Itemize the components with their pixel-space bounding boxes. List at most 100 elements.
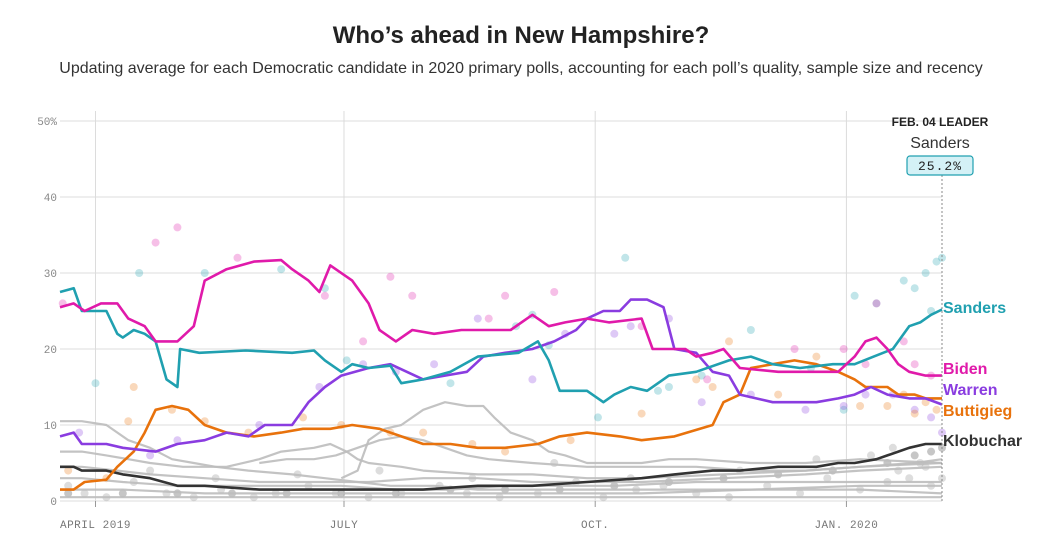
poll-dot: [430, 360, 439, 369]
biden-line: [59, 258, 942, 377]
other-candidate-line: [60, 442, 943, 480]
poll-dot: [566, 436, 575, 445]
poll-dot: [501, 447, 510, 456]
end-labels: Sanders Biden Warren Buttigieg Klobuchar: [943, 300, 1022, 450]
poll-dot: [823, 474, 832, 483]
buttigieg-end-label: Buttigieg: [943, 403, 1012, 420]
poll-dot: [473, 314, 482, 323]
poll-dot: [697, 398, 706, 407]
poll-dot: [899, 337, 908, 346]
poll-dot: [872, 299, 881, 308]
poll-dot: [419, 428, 428, 437]
leader-value: 25.2%: [918, 159, 962, 174]
poll-dot: [550, 288, 559, 296]
poll-dot: [910, 284, 919, 293]
poll-dot: [910, 360, 919, 369]
candidate-lines: [59, 258, 943, 491]
poll-dot: [861, 390, 870, 399]
poll-dot: [386, 272, 395, 281]
biden-end-label: Biden: [943, 361, 987, 378]
poll-dot: [664, 383, 673, 391]
x-tick-label: APRIL 2019: [60, 520, 131, 532]
poll-dot: [927, 447, 936, 456]
poll-dot: [872, 299, 881, 308]
y-tick-label: 10: [44, 421, 57, 433]
poll-dot: [703, 375, 712, 384]
poll-dot: [146, 466, 155, 475]
other-candidate-lines: [60, 401, 943, 499]
leader-callout: FEB. 04 LEADER Sanders 25.2%: [892, 115, 989, 501]
poll-dot: [812, 352, 821, 361]
poll-dot: [867, 451, 876, 460]
poll-dot: [883, 402, 892, 410]
poll-dot: [320, 291, 329, 300]
poll-dot: [135, 269, 144, 277]
x-tick-label: JAN. 2020: [814, 520, 878, 532]
poll-dot: [277, 265, 286, 274]
poll-dot: [446, 379, 455, 388]
poll-dot: [697, 371, 706, 380]
poll-dot: [927, 413, 936, 422]
x-tick-label: OCT.: [581, 520, 609, 532]
chart-title: Who’s ahead in New Hampshire?: [332, 22, 710, 49]
poll-dot: [708, 383, 717, 391]
y-tick-label: 20: [44, 345, 57, 357]
poll-dot: [654, 386, 663, 395]
poll-dot: [75, 428, 84, 437]
poll-dot: [621, 253, 630, 262]
poll-dot: [593, 413, 602, 422]
warren-line: [59, 298, 943, 453]
poll-dot: [801, 405, 810, 414]
y-tick-label: 30: [44, 269, 57, 281]
poll-dot: [528, 375, 537, 384]
y-tick-label: 40: [44, 193, 57, 205]
poll-dot: [118, 489, 127, 498]
klobuchar-end-label: Klobuchar: [943, 433, 1022, 450]
poll-dot: [839, 405, 848, 414]
poll-dot: [610, 329, 619, 338]
poll-dot: [484, 314, 493, 323]
poll-dot: [501, 291, 510, 300]
poll-dot: [64, 489, 73, 498]
klobuchar-line: [60, 442, 942, 491]
poll-dot: [146, 451, 155, 460]
poll-dot: [151, 238, 160, 247]
poll-dot: [64, 481, 73, 490]
x-tick-label: JULY: [330, 520, 358, 532]
y-tick-label: 50%: [37, 117, 57, 129]
poll-dot: [91, 379, 100, 388]
poll-dot: [299, 413, 308, 422]
chart-subtitle: Updating average for each Democratic can…: [59, 60, 983, 77]
poll-dot: [899, 276, 908, 285]
poll-dot: [200, 269, 209, 277]
poll-dot: [774, 390, 783, 399]
gridlines: 0 10 20 30 40 50% APRIL 2019 JULY OCT. JAN. 2020: [37, 111, 942, 532]
poll-dot: [342, 356, 351, 365]
poll-dot: [932, 405, 941, 414]
other-candidate-line: [259, 435, 943, 472]
poll-dot: [637, 409, 646, 418]
poll-dot: [129, 383, 138, 391]
poll-dot: [910, 405, 919, 414]
sanders-end-label: Sanders: [943, 300, 1006, 317]
other-candidate-line: [60, 484, 942, 495]
poll-dot: [932, 257, 941, 266]
other-candidate-line: [340, 401, 943, 480]
leader-name: Sanders: [910, 135, 970, 152]
poll-dot: [796, 489, 805, 498]
poll-dot: [910, 409, 919, 418]
poll-dot: [124, 417, 133, 426]
poll-dot: [861, 360, 870, 369]
poll-dot: [725, 337, 734, 346]
poll-dot: [938, 474, 946, 483]
leader-value-box: [906, 155, 974, 176]
poll-dot: [790, 345, 799, 353]
y-tick-label: 0: [50, 497, 57, 509]
poll-dot: [839, 345, 848, 353]
poll-dot: [921, 269, 930, 277]
poll-dot: [763, 481, 772, 490]
poll-dot: [746, 326, 755, 334]
poll-dot: [408, 291, 417, 300]
poll-dot: [626, 322, 635, 331]
